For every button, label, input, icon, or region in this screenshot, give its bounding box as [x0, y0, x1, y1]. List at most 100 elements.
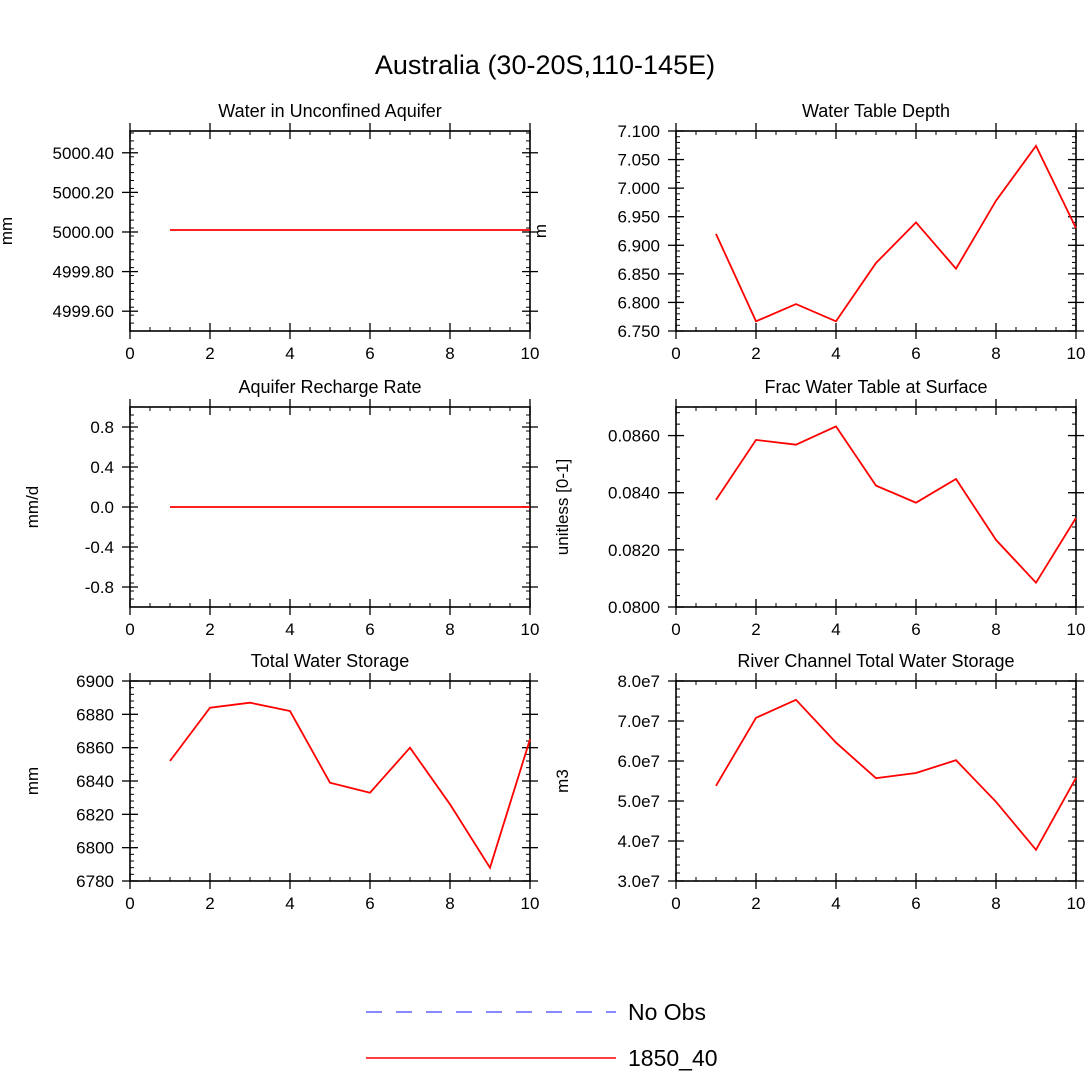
x-tick-label: 2 — [205, 620, 214, 639]
y-tick-label: 7.000 — [617, 179, 660, 198]
y-tick-label: 0.0820 — [608, 541, 660, 560]
x-tick-label: 0 — [671, 344, 680, 363]
legend-label: No Obs — [628, 999, 706, 1025]
panel-5: 0 2 4 6 8 10 6900 6880 6860 6840 6820 6800 6780 Total… — [23, 651, 539, 913]
y-axis-label: mm — [0, 217, 16, 245]
x-tick-label: 4 — [831, 344, 840, 363]
x-tick-label: 8 — [991, 620, 1000, 639]
y-tick-label: 6860 — [76, 739, 114, 758]
x-tick-label: 4 — [285, 894, 294, 913]
x-tick-label: 10 — [521, 620, 540, 639]
y-tick-label: 6800 — [76, 839, 114, 858]
plot-frame — [675, 680, 1077, 882]
x-tick-label: 6 — [365, 344, 374, 363]
plot-frame — [675, 130, 1077, 332]
panel-1: 0 2 4 6 8 10 5000.40 5000.20 5000.00 4999.80 4999.… — [0, 101, 539, 363]
figure-title: Australia (30-20S,110-145E) — [374, 50, 716, 80]
x-tick-label: 6 — [911, 620, 920, 639]
y-tick-label: 7.100 — [617, 122, 660, 141]
x-tick-label: 10 — [1067, 894, 1086, 913]
y-tick-label: 7.050 — [617, 151, 660, 170]
y-tick-label: 0.0860 — [608, 427, 660, 446]
x-tick-label: 8 — [445, 620, 454, 639]
y-tick-label: 5000.40 — [53, 144, 114, 163]
x-tick-label: 0 — [671, 620, 680, 639]
series-line — [169, 701, 531, 870]
y-tick-label: 6.900 — [617, 236, 660, 255]
y-tick-label: -0.4 — [85, 538, 114, 557]
panel-title: Aquifer Recharge Rate — [238, 377, 421, 397]
y-tick-label: 0.0 — [90, 498, 114, 517]
x-tick-label: 2 — [205, 344, 214, 363]
y-tick-label: 6820 — [76, 805, 114, 824]
y-tick-label: 6780 — [76, 872, 114, 891]
x-tick-label: 0 — [671, 894, 680, 913]
y-tick-label: 6.750 — [617, 322, 660, 341]
x-tick-label: 4 — [831, 620, 840, 639]
panel-title: Water in Unconfined Aquifer — [218, 101, 441, 121]
panel-title: River Channel Total Water Storage — [737, 651, 1014, 671]
y-tick-label: 0.0800 — [608, 598, 660, 617]
y-tick-label: 4.0e7 — [617, 832, 660, 851]
y-tick-label: 0.4 — [90, 458, 114, 477]
y-tick-label: 6.0e7 — [617, 752, 660, 771]
panel-3: 0 2 4 6 8 10 0.8 0.4 0.0 -0.4 -0.8 Aquifer Recharge… — [23, 377, 539, 639]
panel-title: Total Water Storage — [251, 651, 409, 671]
x-tick-label: 8 — [991, 894, 1000, 913]
panel-6: 0 2 4 6 8 10 8.0e7 7.0e7 6.0e7 5.0e7 4.0e7 3.0e7 Riv… — [553, 651, 1085, 913]
x-tick-label: 0 — [125, 894, 134, 913]
x-tick-label: 8 — [445, 344, 454, 363]
series-line — [715, 144, 1077, 323]
x-tick-label: 4 — [285, 620, 294, 639]
y-tick-label: 4999.80 — [53, 263, 114, 282]
series-line — [715, 698, 1077, 852]
x-tick-label: 2 — [751, 894, 760, 913]
y-axis-label: mm/d — [23, 486, 42, 529]
x-tick-label: 0 — [125, 620, 134, 639]
y-tick-label: 6840 — [76, 772, 114, 791]
y-tick-label: -0.8 — [85, 578, 114, 597]
x-tick-label: 8 — [991, 344, 1000, 363]
x-tick-label: 2 — [751, 344, 760, 363]
x-tick-label: 10 — [521, 344, 540, 363]
y-tick-label: 7.0e7 — [617, 712, 660, 731]
plot-frame — [129, 130, 531, 332]
y-axis-label: unitless [0-1] — [553, 459, 572, 555]
x-tick-label: 6 — [365, 894, 374, 913]
y-tick-label: 6.850 — [617, 265, 660, 284]
y-axis-label: m — [531, 224, 550, 238]
x-tick-label: 10 — [1067, 620, 1086, 639]
x-tick-label: 10 — [521, 894, 540, 913]
legend: No Obs 1850_40 — [366, 999, 718, 1071]
panel-2: 0 2 4 6 8 10 7.100 7.050 7.000 6.950 6.900 6.850 6.8… — [531, 101, 1085, 363]
x-tick-label: 10 — [1067, 344, 1086, 363]
y-axis-label: mm — [23, 767, 42, 795]
panel-title: Frac Water Table at Surface — [764, 377, 987, 397]
plot-frame — [675, 406, 1077, 608]
x-tick-label: 2 — [751, 620, 760, 639]
x-tick-label: 4 — [831, 894, 840, 913]
x-tick-label: 8 — [445, 894, 454, 913]
x-tick-label: 4 — [285, 344, 294, 363]
y-tick-label: 5.0e7 — [617, 792, 660, 811]
x-tick-label: 0 — [125, 344, 134, 363]
y-tick-label: 0.0840 — [608, 484, 660, 503]
y-tick-label: 4999.60 — [53, 302, 114, 321]
y-tick-label: 8.0e7 — [617, 672, 660, 691]
series-line — [715, 425, 1077, 585]
y-tick-label: 6900 — [76, 672, 114, 691]
y-tick-label: 6880 — [76, 705, 114, 724]
x-tick-label: 6 — [911, 344, 920, 363]
panel-title: Water Table Depth — [802, 101, 950, 121]
y-tick-label: 5000.20 — [53, 183, 114, 202]
y-tick-label: 0.8 — [90, 418, 114, 437]
legend-label: 1850_40 — [628, 1045, 718, 1071]
panel-4: 0 2 4 6 8 10 0.0860 0.0840 0.0820 0.0800 Frac Wate… — [553, 377, 1085, 639]
x-tick-label: 2 — [205, 894, 214, 913]
y-tick-label: 5000.00 — [53, 223, 114, 242]
y-tick-label: 3.0e7 — [617, 872, 660, 891]
y-tick-label: 6.950 — [617, 208, 660, 227]
x-tick-label: 6 — [911, 894, 920, 913]
y-axis-label: m3 — [553, 769, 572, 793]
